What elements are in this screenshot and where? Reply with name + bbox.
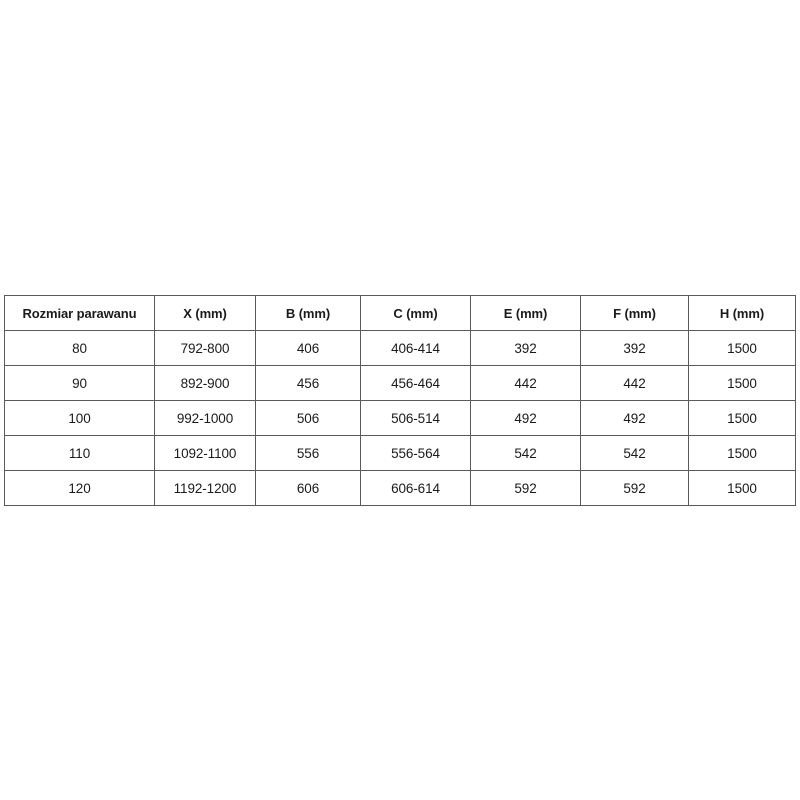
cell-f: 442 — [580, 365, 689, 401]
table-row: 80 792-800 406 406-414 392 392 1500 — [4, 330, 796, 366]
cell-h: 1500 — [688, 330, 796, 366]
column-header-f: F (mm) — [580, 295, 689, 331]
cell-x: 892-900 — [154, 365, 256, 401]
cell-f: 392 — [580, 330, 689, 366]
cell-h: 1500 — [688, 400, 796, 436]
cell-c: 456-464 — [360, 365, 471, 401]
table-row: 110 1092-1100 556 556-564 542 542 1500 — [4, 435, 796, 471]
cell-x: 1192-1200 — [154, 470, 256, 506]
cell-x: 992-1000 — [154, 400, 256, 436]
table-row: 120 1192-1200 606 606-614 592 592 1500 — [4, 470, 796, 506]
cell-e: 392 — [470, 330, 581, 366]
column-header-e: E (mm) — [470, 295, 581, 331]
cell-x: 1092-1100 — [154, 435, 256, 471]
cell-f: 592 — [580, 470, 689, 506]
cell-b: 606 — [255, 470, 361, 506]
specification-table-container: Rozmiar parawanu X (mm) B (mm) C (mm) E … — [4, 295, 796, 506]
column-header-h: H (mm) — [688, 295, 796, 331]
cell-f: 542 — [580, 435, 689, 471]
cell-f: 492 — [580, 400, 689, 436]
cell-b: 506 — [255, 400, 361, 436]
cell-rozmiar-parawanu: 100 — [4, 400, 155, 436]
column-header-b: B (mm) — [255, 295, 361, 331]
table-row: 100 992-1000 506 506-514 492 492 1500 — [4, 400, 796, 436]
cell-h: 1500 — [688, 365, 796, 401]
cell-rozmiar-parawanu: 90 — [4, 365, 155, 401]
cell-h: 1500 — [688, 435, 796, 471]
cell-rozmiar-parawanu: 120 — [4, 470, 155, 506]
column-header-rozmiar-parawanu: Rozmiar parawanu — [4, 295, 155, 331]
cell-e: 442 — [470, 365, 581, 401]
column-header-x: X (mm) — [154, 295, 256, 331]
cell-b: 556 — [255, 435, 361, 471]
cell-rozmiar-parawanu: 80 — [4, 330, 155, 366]
cell-e: 492 — [470, 400, 581, 436]
specification-table: Rozmiar parawanu X (mm) B (mm) C (mm) E … — [4, 295, 796, 506]
cell-c: 606-614 — [360, 470, 471, 506]
cell-x: 792-800 — [154, 330, 256, 366]
cell-e: 592 — [470, 470, 581, 506]
cell-c: 406-414 — [360, 330, 471, 366]
cell-c: 506-514 — [360, 400, 471, 436]
cell-b: 456 — [255, 365, 361, 401]
cell-h: 1500 — [688, 470, 796, 506]
cell-b: 406 — [255, 330, 361, 366]
table-body: 80 792-800 406 406-414 392 392 1500 90 8… — [4, 330, 796, 506]
table-header-row: Rozmiar parawanu X (mm) B (mm) C (mm) E … — [4, 295, 796, 331]
cell-e: 542 — [470, 435, 581, 471]
cell-rozmiar-parawanu: 110 — [4, 435, 155, 471]
column-header-c: C (mm) — [360, 295, 471, 331]
table-header: Rozmiar parawanu X (mm) B (mm) C (mm) E … — [4, 295, 796, 331]
cell-c: 556-564 — [360, 435, 471, 471]
table-row: 90 892-900 456 456-464 442 442 1500 — [4, 365, 796, 401]
